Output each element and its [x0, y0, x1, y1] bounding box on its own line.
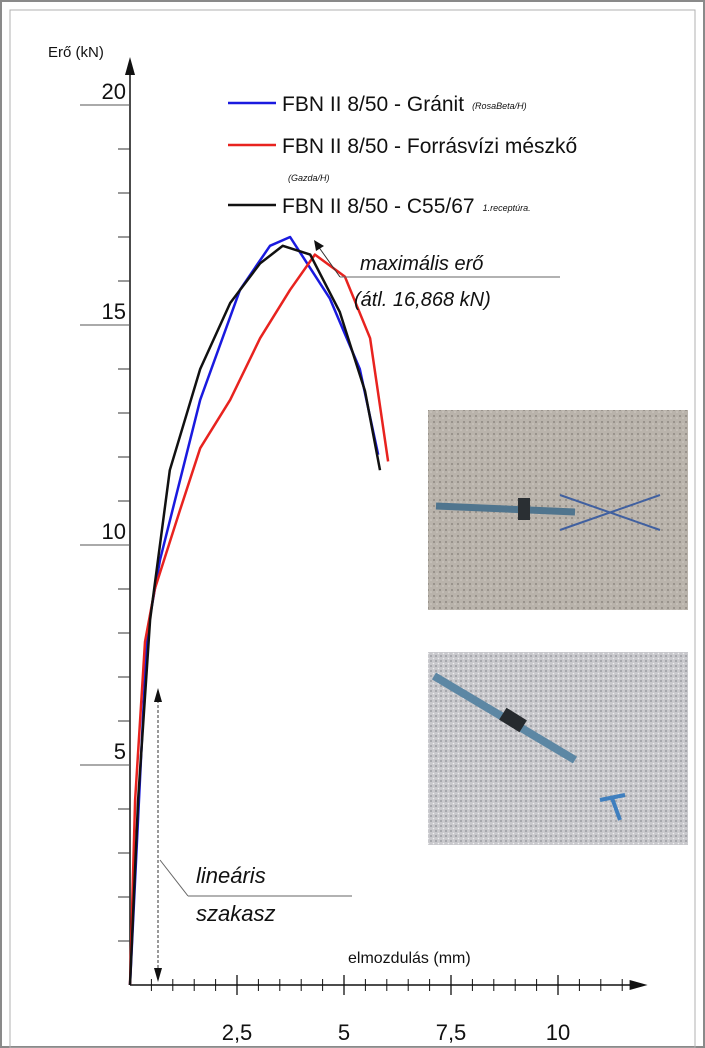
y-tick-label: 5 [114, 739, 126, 764]
legend-label: FBN II 8/50 - C55/67 [282, 195, 475, 218]
anchor-nut [518, 498, 530, 520]
legend-note: (Gazda/H) [288, 173, 330, 183]
legend-note: 1.receptúra. [483, 203, 531, 213]
x-tick-label: 5 [338, 1020, 350, 1045]
legend-label: FBN II 8/50 - Gránit [282, 93, 464, 116]
y-axis-label: Erő (kN) [48, 44, 104, 61]
annotation: szakasz [196, 901, 275, 926]
y-tick-label: 10 [102, 519, 126, 544]
y-tick-label: 15 [102, 299, 126, 324]
legend-note: (RosaBeta/H) [472, 101, 527, 111]
annotation: lineáris [196, 863, 266, 888]
x-tick-label: 7,5 [436, 1020, 467, 1045]
annotation: (átl. 16,868 kN) [354, 289, 491, 311]
annotation: maximális erő [360, 253, 484, 275]
legend-label: FBN II 8/50 - Forrásvízi mészkő [282, 135, 577, 158]
x-tick-label: 2,5 [222, 1020, 253, 1045]
x-tick-label: 10 [546, 1020, 570, 1045]
x-axis-label: elmozdulás (mm) [348, 950, 471, 967]
y-tick-label: 20 [102, 79, 126, 104]
chart: Erő (kN) elmozdulás (mm) 5 10 15 20 2,5 5 7,5 10 F… [0, 0, 705, 1048]
